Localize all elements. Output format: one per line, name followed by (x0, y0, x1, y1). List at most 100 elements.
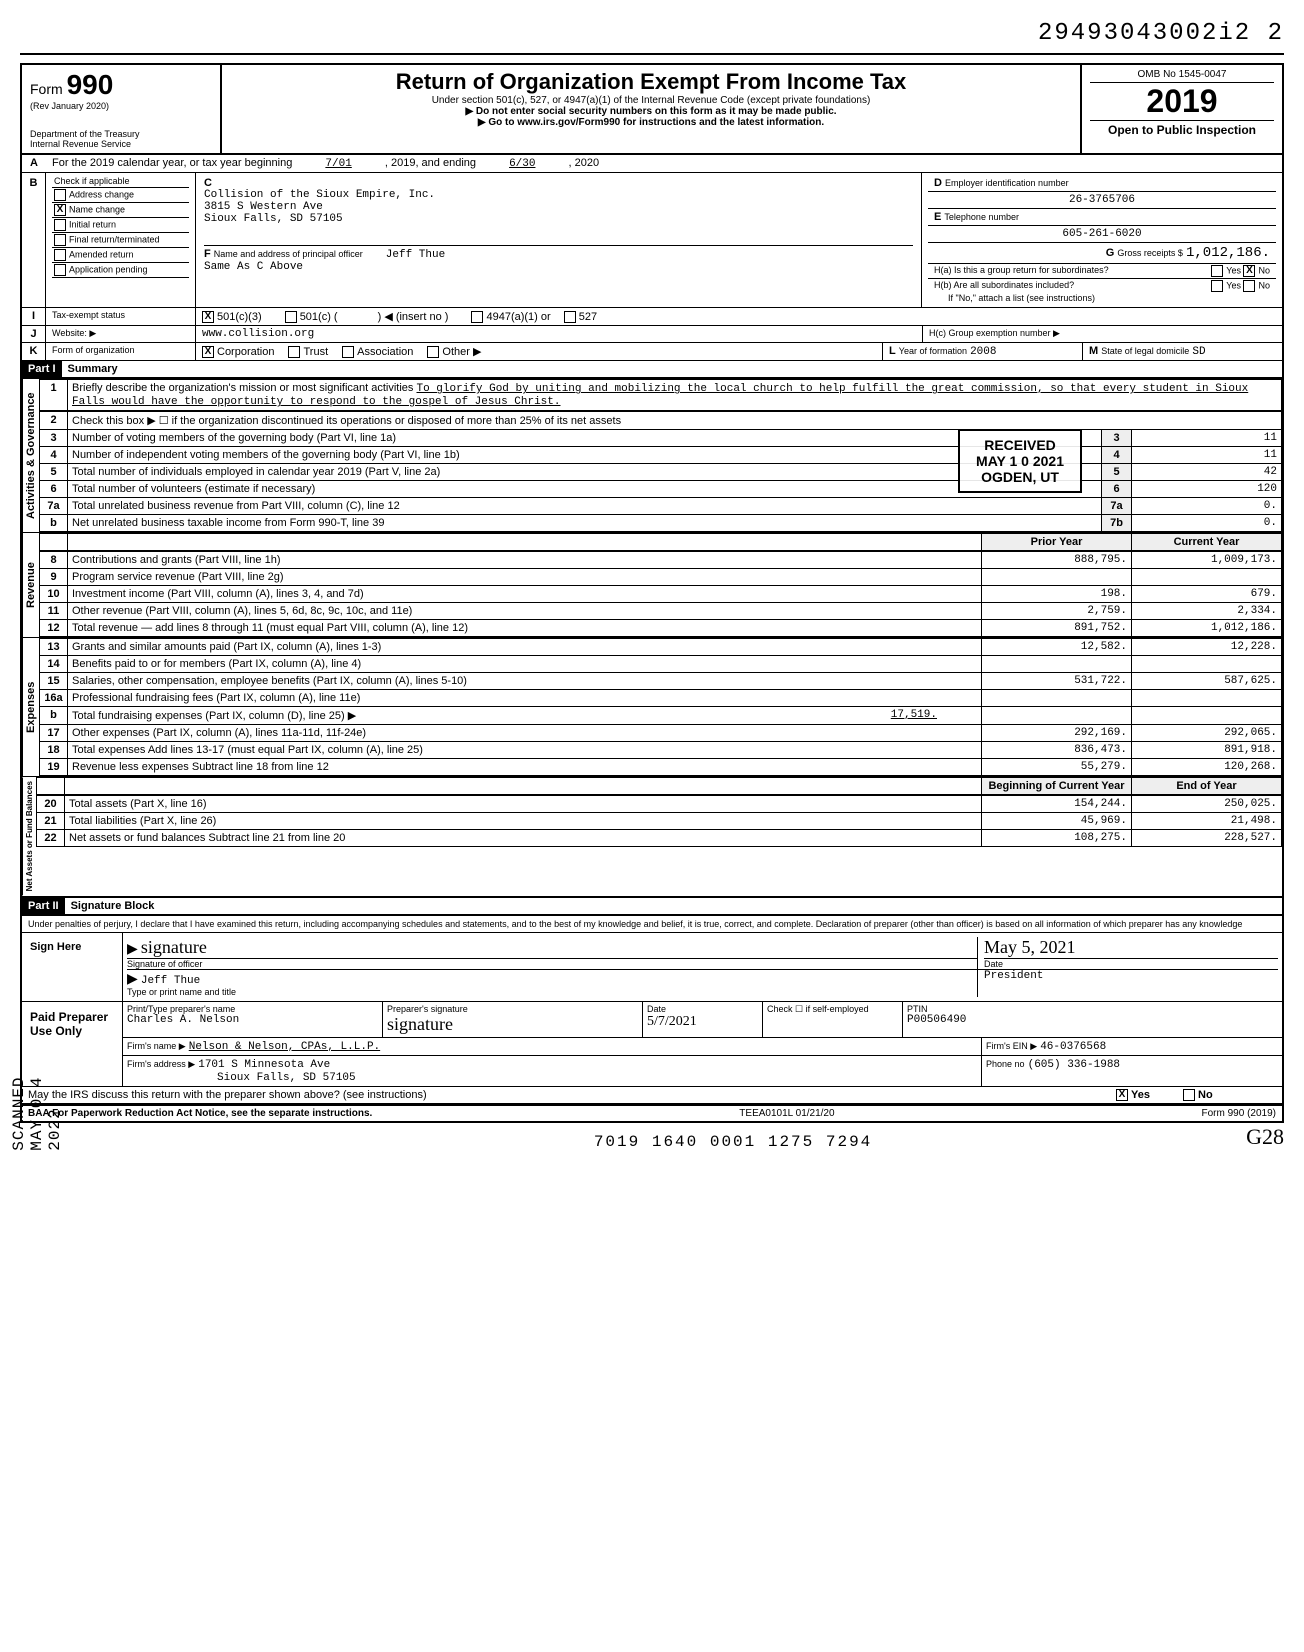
footer-right: Form 990 (2019) (1202, 1108, 1276, 1119)
firm-name: Nelson & Nelson, CPAs, L.L.P. (189, 1041, 380, 1053)
b-opt-3[interactable] (54, 234, 66, 246)
d-heading: Employer identification number (945, 178, 1069, 188)
hb-no[interactable] (1243, 280, 1255, 292)
l-value: 2008 (970, 346, 996, 358)
ha-yes[interactable] (1211, 265, 1223, 277)
k-opt-0[interactable]: X (202, 346, 214, 358)
b-opt-1[interactable]: X (54, 204, 66, 216)
website: www.collision.org (196, 326, 922, 342)
sig-label: Signature of officer (127, 958, 977, 969)
tracking: 7019 1640 0001 1275 7294 (594, 1133, 872, 1151)
sign-date: May 5, 2021 (984, 937, 1076, 957)
firm-ein-label: Firm's EIN ▶ (986, 1041, 1037, 1051)
i-opt2: 501(c) ( (300, 311, 338, 323)
label-a: A (22, 155, 46, 172)
org-addr1: 3815 S Western Ave (204, 201, 913, 213)
discuss-no[interactable] (1183, 1089, 1195, 1101)
i-opt3: 4947(a)(1) or (486, 311, 550, 323)
g-heading: Gross receipts $ (1117, 248, 1183, 258)
end-year-hdr: End of Year (1132, 778, 1282, 795)
firm-addr2: Sioux Falls, SD 57105 (217, 1072, 356, 1084)
b-opt-0[interactable] (54, 189, 66, 201)
b-opt-2[interactable] (54, 219, 66, 231)
a-begin: 7/01 (295, 158, 381, 170)
org-addr2: Sioux Falls, SD 57105 (204, 213, 913, 225)
e-heading: Telephone number (944, 212, 1019, 222)
form-number: 990 (67, 69, 114, 100)
i-501c3[interactable]: X (202, 311, 214, 323)
received-stamp: RECEIVED MAY 1 0 2021 OGDEN, UT (958, 429, 1082, 493)
prep-name-label: Print/Type preparer's name (127, 1004, 378, 1014)
firm-phone: (605) 336-1988 (1028, 1059, 1120, 1071)
label-b: B (22, 173, 46, 307)
f-addr: Same As C Above (204, 261, 913, 273)
b-heading: Check if applicable (52, 175, 189, 188)
i-4947[interactable] (471, 311, 483, 323)
i-501c[interactable] (285, 311, 297, 323)
label-c: C (204, 177, 913, 189)
hb-note: If "No," attach a list (see instructions… (928, 293, 1276, 305)
form-note2: ▶ Go to www.irs.gov/Form990 for instruct… (230, 117, 1072, 128)
prep-name: Charles A. Nelson (127, 1014, 378, 1026)
hb: H(b) Are all subordinates included? (934, 280, 1074, 292)
gross-receipts: 1,012,186. (1186, 245, 1270, 261)
ptin: P00506490 (907, 1014, 1278, 1026)
hc: H(c) Group exemption number ▶ (922, 326, 1282, 342)
k-opt-3[interactable] (427, 346, 439, 358)
officer-signature: signature (141, 937, 207, 957)
prep-date: 5/7/2021 (647, 1014, 758, 1030)
m-label: M (1089, 345, 1098, 357)
vlabel-gov: Activities & Governance (22, 379, 39, 532)
discuss-yes[interactable]: X (1116, 1089, 1128, 1101)
name-label: Type or print name and title (127, 987, 977, 997)
k-opt-2[interactable] (342, 346, 354, 358)
ptin-label: PTIN (907, 1004, 1278, 1014)
date-label: Date (984, 958, 1278, 969)
label-i: I (22, 308, 46, 325)
label-g: G (1106, 247, 1115, 259)
b-opt-4[interactable] (54, 249, 66, 261)
firm-phone-label: Phone no (986, 1059, 1025, 1069)
label-f: F (204, 248, 211, 260)
i-opt4: 527 (579, 311, 597, 323)
ha-no[interactable]: X (1243, 265, 1255, 277)
k-opt-1[interactable] (288, 346, 300, 358)
form-title: Return of Organization Exempt From Incom… (230, 69, 1072, 95)
a-end2: , 2020 (569, 157, 600, 169)
a-pre: For the 2019 calendar year, or tax year … (52, 157, 292, 169)
label-k: K (22, 343, 46, 360)
part2-hdr: Part II (22, 898, 65, 914)
m-heading: State of legal domicile (1101, 346, 1189, 356)
discuss-no-label: No (1198, 1089, 1213, 1101)
b-opt-5[interactable] (54, 264, 66, 276)
ein: 26-3765706 (928, 192, 1276, 209)
self-emp: Check ☐ if self-employed (763, 1002, 903, 1037)
prep-sig-label: Preparer's signature (387, 1004, 638, 1014)
firm-addr-label: Firm's address ▶ (127, 1059, 195, 1069)
form-rev: (Rev January 2020) (30, 101, 212, 111)
ha: H(a) Is this a group return for subordin… (934, 265, 1109, 277)
label-d: D (934, 177, 942, 189)
prior-year-hdr: Prior Year (982, 534, 1132, 551)
i-527[interactable] (564, 311, 576, 323)
firm-ein: 46-0376568 (1040, 1041, 1106, 1053)
scanned-stamp: SCANNED MAY 0 4 2022 (10, 1070, 64, 1151)
officer-name: Jeff Thue (141, 975, 200, 987)
officer-title: President (978, 970, 1278, 997)
i-heading: Tax-exempt status (46, 308, 196, 325)
firm-addr1: 1701 S Minnesota Ave (198, 1059, 330, 1071)
form-label: Form (30, 81, 67, 97)
firm-name-label: Firm's name ▶ (127, 1041, 186, 1051)
j-heading: Website: ▶ (46, 326, 196, 342)
f-name: Jeff Thue (386, 249, 445, 261)
dept: Department of the Treasury (30, 129, 212, 139)
perjury: Under penalties of perjury, I declare th… (22, 916, 1282, 933)
sign-here-label: Sign Here (22, 933, 122, 1001)
form-header: Form 990 (Rev January 2020) Department o… (20, 63, 1284, 155)
hb-yes[interactable] (1211, 280, 1223, 292)
m-value: SD (1192, 346, 1205, 358)
part1-hdr: Part I (22, 361, 62, 377)
footer-left: BAA For Paperwork Reduction Act Notice, … (28, 1108, 372, 1119)
vlabel-rev: Revenue (22, 533, 39, 637)
line1-num: 1 (40, 380, 68, 411)
